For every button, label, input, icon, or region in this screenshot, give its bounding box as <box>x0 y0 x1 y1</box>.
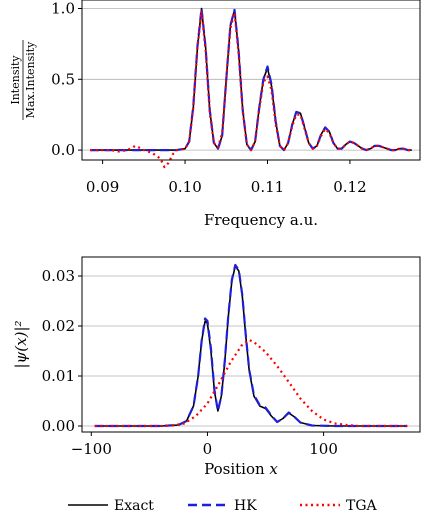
legend-label-hk: HK <box>234 498 257 514</box>
y-tick-label: 1.0 <box>51 0 75 17</box>
x-axis-label: Position x <box>204 460 278 478</box>
x-tick-label: −100 <box>71 440 112 458</box>
x-axis-label-var: x <box>269 460 278 478</box>
plot-frame <box>81 0 421 161</box>
legend-label-exact: Exact <box>114 498 154 514</box>
y-tick-label: 0.00 <box>42 417 75 435</box>
series-line-tga <box>94 338 408 428</box>
y-axis-label: |ψ(x)|² <box>12 320 30 368</box>
series-line-exact <box>94 265 408 427</box>
y-tick-label: 0.03 <box>42 267 75 285</box>
x-tick-label: 0.10 <box>168 178 201 196</box>
series-line-hk <box>94 263 408 428</box>
y-axis-label: Intensity Max.Intensity <box>9 40 37 120</box>
y-tick-label: 0.02 <box>42 317 75 335</box>
x-tick-label: 0.09 <box>86 178 119 196</box>
x-tick-label: 0.12 <box>333 178 366 196</box>
x-axis-label: Frequency a.u. <box>204 211 318 229</box>
legend-label-tga: TGA <box>346 498 378 514</box>
series-line-hk <box>90 7 412 152</box>
probability-density-chart: 0.00 0.01 0.02 0.03 −100 0 100 Position x |ψ(x)|… <box>12 256 421 478</box>
plot-frame <box>81 256 421 433</box>
x-tick-label: 0 <box>203 440 213 458</box>
x-axis-label-text: Position <box>204 460 269 478</box>
y-tick-label: 0.01 <box>42 367 75 385</box>
series-line-tga <box>90 10 412 169</box>
y-axis-label-numerator: Intensity <box>9 55 22 105</box>
legend: Exact HK TGA <box>68 498 378 514</box>
x-tick-label: 0.11 <box>251 178 284 196</box>
y-tick-label: 0.0 <box>51 141 75 159</box>
spectrum-chart: 0.0 0.5 1.0 0.09 0.10 0.11 0.12 Frequency a.u. I… <box>9 0 421 229</box>
y-tick-label: 0.5 <box>51 70 75 88</box>
y-axis-label-denominator: Max.Intensity <box>24 41 37 119</box>
x-tick-label: 100 <box>309 440 338 458</box>
